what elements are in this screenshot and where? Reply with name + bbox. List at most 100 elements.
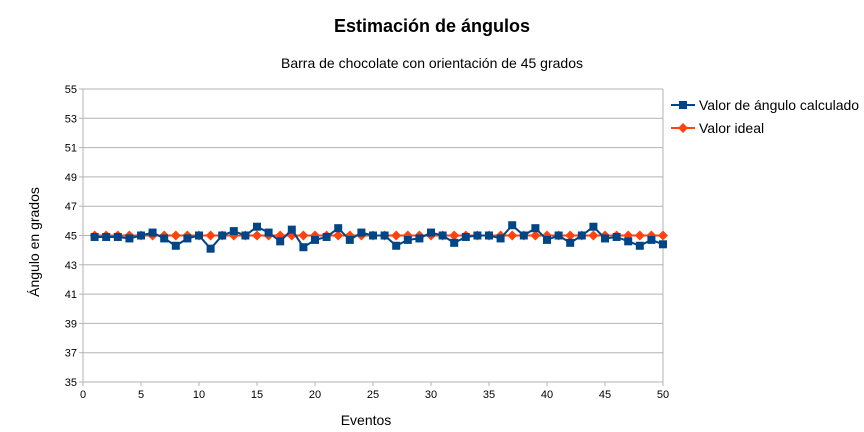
grid	[83, 88, 663, 383]
data-point-calculated-angle	[543, 235, 551, 244]
data-point-ideal-value	[658, 230, 668, 241]
series	[89, 221, 668, 253]
data-point-calculated-angle	[322, 232, 331, 241]
data-point-calculated-angle	[137, 231, 145, 240]
data-point-calculated-angle	[218, 231, 227, 240]
data-point-calculated-angle	[183, 234, 192, 243]
data-point-calculated-angle	[334, 224, 343, 233]
data-point-ideal-value	[565, 230, 576, 241]
legend: Valor de ángulo calculado Valor ideal	[671, 97, 859, 136]
data-point-ideal-value	[170, 230, 181, 241]
tick-labels: 35 37 39 41 43 45 47 49 51 53 55 0 5 10 15 20 25 30 35 40 45…	[65, 84, 669, 401]
data-point-ideal-value	[449, 230, 460, 241]
y-tick-label: 51	[65, 143, 77, 155]
data-point-ideal-value	[333, 230, 344, 241]
data-point-calculated-angle	[566, 238, 575, 247]
x-tick-label: 0	[80, 389, 86, 401]
legend-marker	[678, 123, 688, 133]
y-tick-label: 41	[65, 289, 77, 301]
data-point-calculated-angle	[612, 232, 621, 241]
data-point-calculated-angle	[299, 243, 308, 252]
data-point-calculated-angle	[589, 222, 598, 231]
data-point-calculated-angle	[206, 244, 215, 253]
y-tick-label: 39	[65, 318, 77, 330]
data-point-calculated-angle	[195, 231, 203, 240]
data-point-ideal-value	[391, 230, 402, 241]
x-tick-label: 35	[483, 389, 495, 401]
data-point-calculated-angle	[485, 231, 493, 240]
legend-item-ideal-value: Valor ideal	[671, 120, 764, 136]
legend-label: Valor de ángulo calculado	[699, 97, 859, 113]
data-point-calculated-angle	[369, 231, 377, 240]
x-tick-label: 20	[309, 389, 321, 401]
legend-label: Valor ideal	[699, 120, 764, 136]
data-point-calculated-angle	[345, 235, 354, 244]
data-point-calculated-angle	[380, 231, 389, 240]
data-point-ideal-value	[252, 230, 262, 241]
data-point-calculated-angle	[601, 234, 609, 243]
data-point-calculated-angle	[160, 234, 169, 243]
data-point-calculated-angle	[450, 238, 459, 247]
y-tick-label: 43	[65, 260, 77, 272]
data-point-ideal-value	[298, 230, 309, 241]
data-point-calculated-angle	[415, 234, 424, 243]
data-point-calculated-angle	[264, 228, 273, 237]
data-point-ideal-value	[530, 230, 541, 241]
data-point-calculated-angle	[427, 228, 435, 237]
y-tick-label: 35	[65, 377, 77, 389]
data-point-calculated-angle	[496, 234, 505, 243]
series-line-calculated-angle	[94, 223, 664, 251]
data-point-calculated-angle	[577, 231, 586, 240]
data-point-calculated-angle	[253, 222, 261, 231]
data-point-calculated-angle	[461, 232, 470, 241]
x-tick-label: 40	[541, 389, 553, 401]
x-tick-label: 25	[367, 389, 379, 401]
data-point-calculated-angle	[473, 231, 482, 240]
y-tick-label: 45	[65, 231, 77, 243]
chart-title: Estimación de ángulos	[333, 16, 531, 36]
data-point-calculated-angle	[148, 228, 157, 237]
data-point-calculated-angle	[624, 237, 633, 246]
x-axis-title: Eventos	[341, 412, 392, 428]
data-point-calculated-angle	[531, 224, 540, 233]
chart-subtitle: Barra de chocolate con orientación de 45…	[281, 55, 583, 71]
data-point-calculated-angle	[357, 228, 366, 237]
data-point-calculated-angle	[659, 240, 667, 249]
data-point-ideal-value	[634, 230, 645, 241]
y-tick-label: 37	[65, 348, 77, 360]
x-tick-label: 45	[599, 389, 611, 401]
data-point-ideal-value	[205, 230, 216, 241]
data-point-calculated-angle	[438, 231, 447, 240]
data-point-calculated-angle	[241, 231, 250, 240]
data-point-ideal-value	[507, 230, 518, 241]
y-tick-label: 47	[65, 201, 77, 213]
data-point-calculated-angle	[554, 231, 563, 240]
y-axis-title: Ángulo en grados	[26, 187, 42, 297]
data-point-calculated-angle	[90, 232, 99, 241]
data-point-calculated-angle	[113, 232, 122, 241]
data-point-calculated-angle	[171, 241, 180, 250]
y-tick-label: 55	[65, 84, 77, 96]
legend-marker	[679, 101, 687, 109]
data-point-calculated-angle	[229, 227, 238, 236]
y-tick-label: 49	[65, 172, 77, 184]
data-point-calculated-angle	[647, 235, 656, 244]
data-point-calculated-angle	[508, 221, 517, 230]
data-point-calculated-angle	[287, 225, 296, 234]
x-tick-label: 5	[138, 389, 144, 401]
series-calculated-angle	[90, 221, 667, 253]
data-point-ideal-value	[588, 230, 599, 241]
data-point-calculated-angle	[392, 241, 401, 250]
data-point-calculated-angle	[125, 234, 134, 243]
data-point-calculated-angle	[276, 237, 285, 246]
x-tick-label: 10	[193, 389, 205, 401]
data-point-calculated-angle	[519, 231, 528, 240]
data-point-calculated-angle	[311, 235, 319, 244]
y-tick-label: 53	[65, 113, 77, 125]
data-point-calculated-angle	[102, 232, 111, 241]
legend-item-calculated-angle: Valor de ángulo calculado	[671, 97, 859, 113]
data-point-calculated-angle	[403, 235, 412, 244]
data-point-calculated-angle	[635, 241, 644, 250]
x-tick-label: 50	[657, 389, 669, 401]
